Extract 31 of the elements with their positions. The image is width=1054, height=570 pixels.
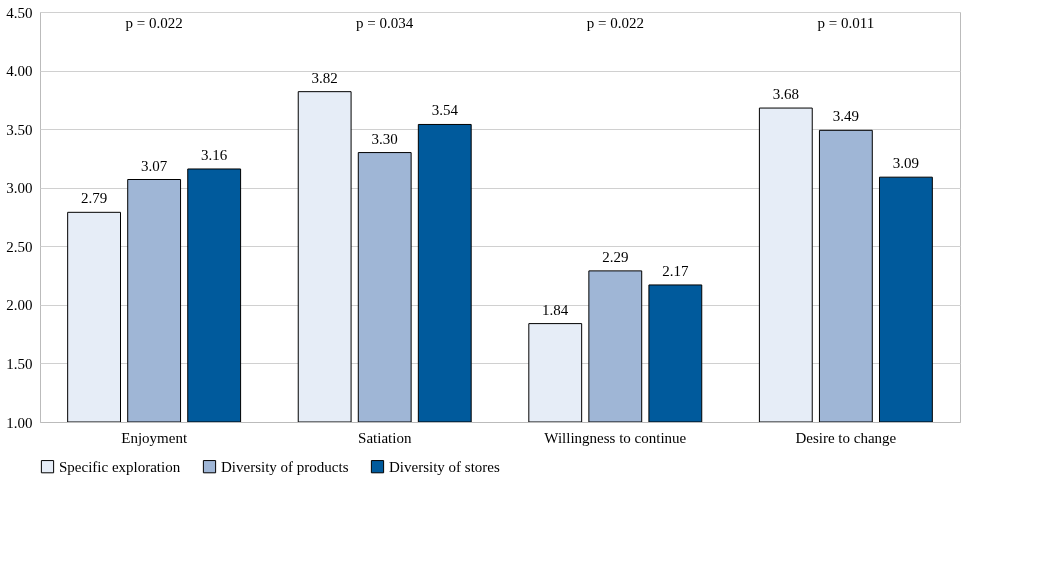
data-label: 2.17 [662,262,689,279]
data-label: 3.09 [892,155,920,172]
data-label: 2.29 [602,248,629,265]
data-label: 3.54 [431,102,459,119]
data-label: 3.07 [141,157,168,174]
x-tick-label: Enjoyment [121,429,188,446]
legend-label: Specific exploration [59,458,181,475]
legend-label: Diversity of stores [389,458,500,475]
y-tick-label: 3.00 [6,180,33,197]
data-label: 3.82 [311,69,338,86]
y-tick-label: 4.00 [6,63,33,80]
annotation: p = 0.022 [586,15,644,31]
y-tick-label: 1.00 [6,414,33,431]
y-tick-label: 2.50 [6,238,33,255]
data-label: 3.68 [772,86,799,103]
annotation: p = 0.011 [817,15,875,31]
y-tick-label: 1.50 [6,355,33,372]
y-tick-label: 2.00 [6,297,33,314]
data-label: 2.79 [80,190,108,207]
x-tick-label: Satiation [358,429,412,446]
data-label: 1.84 [542,301,569,318]
annotation: p = 0.022 [125,15,183,31]
data-label: 3.30 [371,130,398,147]
y-tick-label: 3.50 [6,121,33,138]
x-tick-label: Willingness to continue [544,429,687,446]
data-label: 3.16 [201,146,228,163]
y-tick-label: 4.50 [6,4,33,21]
x-tick-label: Desire to change [795,429,897,446]
data-label: 3.49 [832,108,859,125]
legend-label: Diversity of products [221,458,349,475]
annotation: p = 0.034 [356,15,414,31]
